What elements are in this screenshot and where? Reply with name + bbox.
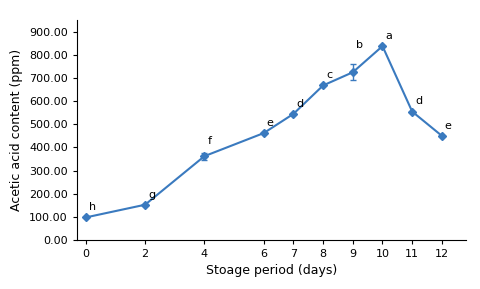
Text: b: b [356,40,363,50]
Text: e: e [267,118,274,128]
Text: c: c [326,70,332,80]
Text: g: g [148,190,155,200]
Text: h: h [89,202,96,212]
Text: f: f [207,136,211,146]
Text: d: d [297,99,303,109]
Y-axis label: Acetic acid content (ppm): Acetic acid content (ppm) [11,49,24,211]
X-axis label: Stoage period (days): Stoage period (days) [205,264,337,277]
Text: a: a [385,31,392,41]
Text: d: d [415,97,422,106]
Text: e: e [445,121,452,131]
